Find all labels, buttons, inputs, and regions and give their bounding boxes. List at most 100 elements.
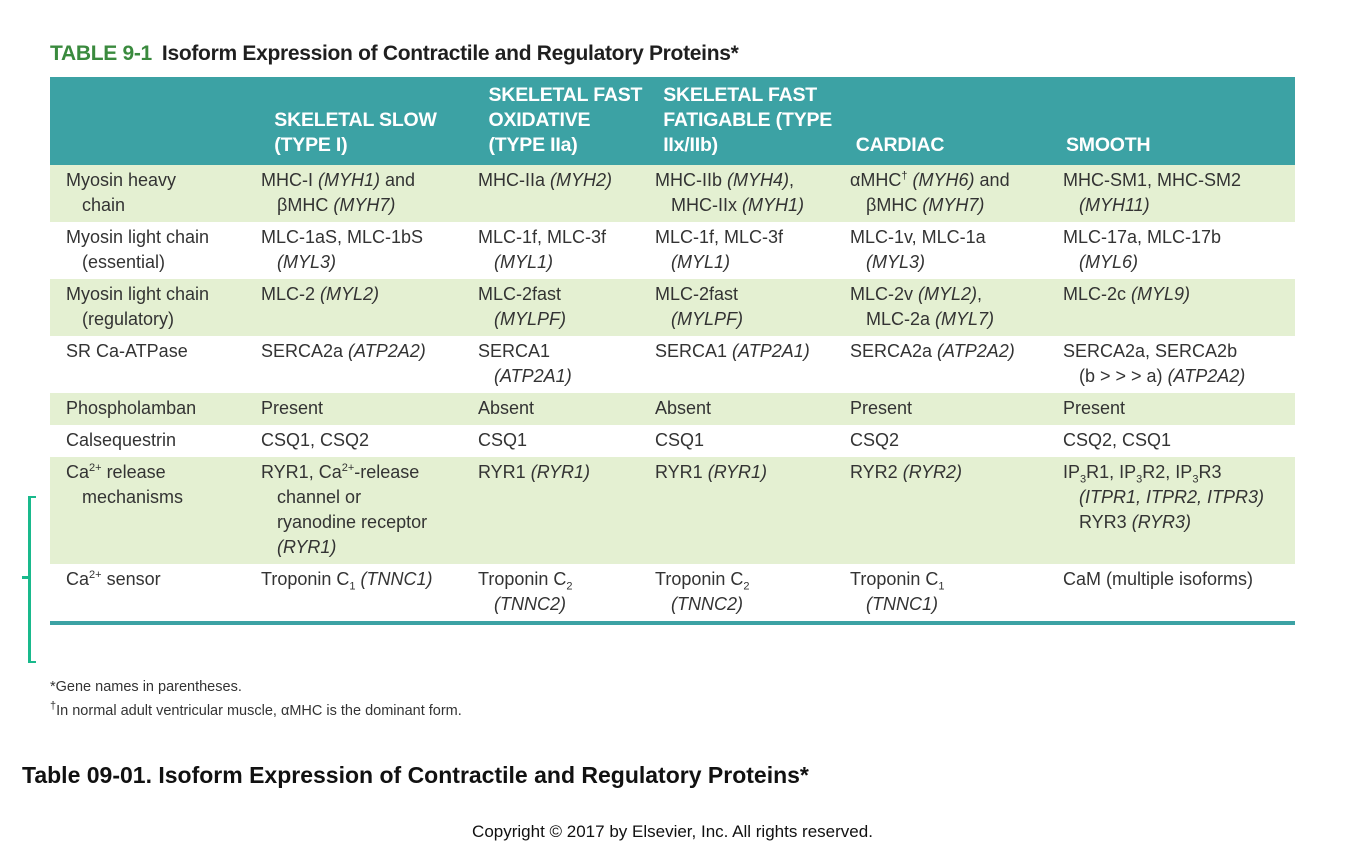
cell-text-line: CSQ1 <box>478 430 528 450</box>
table-cell: MLC-2v (MYL2), MLC-2a (MYL7) <box>850 279 1063 336</box>
cell-text-line: MLC-1aS, MLC-1bS <box>261 227 424 247</box>
cell-text-line: Present <box>850 398 913 418</box>
footnote-alpha-mhc: †In normal adult ventricular muscle, αMH… <box>50 700 462 719</box>
cell-text-line: (TNNC1) <box>866 594 938 614</box>
cell-text-line: RYR1, Ca2+-release <box>261 462 420 482</box>
cell-text-line: MLC-2a (MYL7) <box>866 309 995 329</box>
table-cell: RYR2 (RYR2) <box>850 457 1063 564</box>
column-header-line: OXIDATIVE <box>488 109 591 131</box>
table-cell: Troponin C2 (TNNC2) <box>655 564 850 621</box>
annotation-bracket-tick <box>22 576 30 579</box>
column-header-4: CARDIAC <box>856 133 1066 165</box>
table-cell: MLC-1aS, MLC-1bS (MYL3) <box>261 222 478 279</box>
column-header-5: SMOOTH <box>1066 133 1295 165</box>
table-cell: CSQ1, CSQ2 <box>261 425 478 457</box>
column-header-line: IIx/IIb) <box>663 134 718 156</box>
cell-text-line: Absent <box>478 398 535 418</box>
cell-text-line: Present <box>1063 398 1126 418</box>
cell-text-line: SERCA1 (ATP2A1) <box>655 341 810 361</box>
cell-text-line: (TNNC2) <box>494 594 566 614</box>
cell-text-line: (MYH11) <box>1079 195 1150 215</box>
cell-text-line: MHC-I (MYH1) and <box>261 170 416 190</box>
cell-text-line: (MYL6) <box>1079 252 1139 272</box>
table-cell: MLC-2fast (MYLPF) <box>478 279 655 336</box>
cell-text-line: RYR1 (RYR1) <box>478 462 591 482</box>
column-header-line: CARDIAC <box>855 134 945 156</box>
cell-text-line: βMHC (MYH7) <box>866 195 985 215</box>
table-cell: MHC-I (MYH1) and βMHC (MYH7) <box>261 165 478 222</box>
cell-text-line: (essential) <box>82 252 166 272</box>
table-row: Calsequestrin CSQ1, CSQ2 CSQ1 CSQ1 CSQ2 CSQ2,… <box>50 425 1295 457</box>
table-cell: RYR1 (RYR1) <box>478 457 655 564</box>
table-header-row: SKELETAL SLOW (TYPE I) SKELETAL FAST OXIDAT… <box>50 77 1295 165</box>
table-cell: IP3R1, IP3R2, IP3R3 (ITPR1, ITPR2, ITPR3)… <box>1063 457 1295 564</box>
table-cell: CSQ1 <box>478 425 655 457</box>
table-cell: Present <box>850 393 1063 425</box>
cell-text-line: SERCA2a (ATP2A2) <box>850 341 1015 361</box>
cell-text-line: IP3R1, IP3R2, IP3R3 <box>1063 462 1222 486</box>
cell-text-line: Phospholamban <box>66 398 197 418</box>
copyright-notice: Copyright © 2017 by Elsevier, Inc. All r… <box>0 822 1347 842</box>
table-title: TABLE 9-1 Isoform Expression of Contracti… <box>50 42 739 66</box>
column-header-line: SKELETAL SLOW <box>274 109 437 131</box>
table-cell: Absent <box>478 393 655 425</box>
row-label-cell: Myosin light chain (essential) <box>50 222 261 279</box>
cell-text-line: (ITPR1, ITPR2, ITPR3) <box>1079 487 1265 507</box>
figure-caption: Table 09-01. Isoform Expression of Contr… <box>22 762 809 788</box>
table-cell: MHC-IIb (MYH4), MHC-IIx (MYH1) <box>655 165 850 222</box>
cell-text-line: (MYL3) <box>277 252 337 272</box>
column-header-1: SKELETAL SLOW (TYPE I) <box>274 108 488 165</box>
table-cell: SERCA1 (ATP2A1) <box>478 336 655 393</box>
cell-text-line: Absent <box>655 398 712 418</box>
table-cell: Troponin C1 (TNNC1) <box>261 564 478 621</box>
cell-text-line: (MYL3) <box>866 252 926 272</box>
table-row: Myosin light chain (essential) MLC-1aS, ML… <box>50 222 1295 279</box>
cell-text-line: CSQ2, CSQ1 <box>1063 430 1172 450</box>
row-label-cell: Phospholamban <box>50 393 261 425</box>
table-cell: MHC-SM1, MHC-SM2 (MYH11) <box>1063 165 1295 222</box>
table-cell: MLC-1f, MLC-3f (MYL1) <box>655 222 850 279</box>
table-body: Myosin heavy chain MHC-I (MYH1) and βMHC (M… <box>50 165 1295 621</box>
cell-text-line: MHC-IIa (MYH2) <box>478 170 612 190</box>
column-header-line: SMOOTH <box>1065 134 1151 156</box>
cell-text-line: (MYL1) <box>671 252 731 272</box>
cell-text-line: (ATP2A1) <box>494 366 572 386</box>
table-cell: CSQ2, CSQ1 <box>1063 425 1295 457</box>
table-cell: Present <box>1063 393 1295 425</box>
cell-text-line: CSQ1 <box>655 430 705 450</box>
cell-text-line: MHC-IIx (MYH1) <box>671 195 804 215</box>
table-cell: MLC-1v, MLC-1a (MYL3) <box>850 222 1063 279</box>
row-label-cell: Myosin heavy chain <box>50 165 261 222</box>
copyright-text: Copyright © 2017 by Elsevier, Inc. All r… <box>472 822 873 841</box>
cell-text-line: channel or <box>277 487 362 507</box>
table-bottom-rule <box>50 621 1295 625</box>
column-header-3: SKELETAL FAST FATIGABLE (TYPE IIx/IIb) <box>663 83 856 165</box>
cell-text-line: RYR3 (RYR3) <box>1079 512 1192 532</box>
table-cell: Troponin C1 (TNNC1) <box>850 564 1063 621</box>
table-title-text: Isoform Expression of Contractile and Re… <box>161 42 739 65</box>
cell-text-line: CSQ2 <box>850 430 900 450</box>
cell-text-line: RYR1 (RYR1) <box>655 462 768 482</box>
table-cell: MLC-2c (MYL9) <box>1063 279 1295 336</box>
cell-text-line: ryanodine receptor <box>277 512 428 532</box>
cell-text-line: (RYR1) <box>277 537 337 557</box>
cell-text-line: (TNNC2) <box>671 594 743 614</box>
isoform-table: SKELETAL SLOW (TYPE I) SKELETAL FAST OXIDAT… <box>50 77 1295 625</box>
column-header-line: (TYPE I) <box>274 134 348 156</box>
column-header-line: (TYPE IIa) <box>488 134 578 156</box>
cell-text-line: MLC-2 (MYL2) <box>261 284 380 304</box>
cell-text-line: Ca2+ release <box>66 462 166 482</box>
column-header-line: SKELETAL FAST <box>488 84 643 106</box>
column-header-line: FATIGABLE (TYPE <box>663 109 833 131</box>
cell-text-line: SR Ca-ATPase <box>66 341 188 361</box>
cell-text-line: MLC-2fast <box>655 284 739 304</box>
table-cell: MLC-1f, MLC-3f (MYL1) <box>478 222 655 279</box>
cell-text-line: MHC-SM1, MHC-SM2 <box>1063 170 1241 190</box>
table-row: Myosin light chain (regulatory) MLC-2 (MYL… <box>50 279 1295 336</box>
cell-text-line: SERCA2a, SERCA2b <box>1063 341 1238 361</box>
table-number: TABLE 9-1 <box>50 42 152 65</box>
row-label-cell: Myosin light chain (regulatory) <box>50 279 261 336</box>
cell-text-line: CaM (multiple isoforms) <box>1063 569 1254 589</box>
table-row: Ca2+ release mechanisms RYR1, Ca2+-release… <box>50 457 1295 564</box>
cell-text-line: Troponin C2 <box>478 569 573 593</box>
